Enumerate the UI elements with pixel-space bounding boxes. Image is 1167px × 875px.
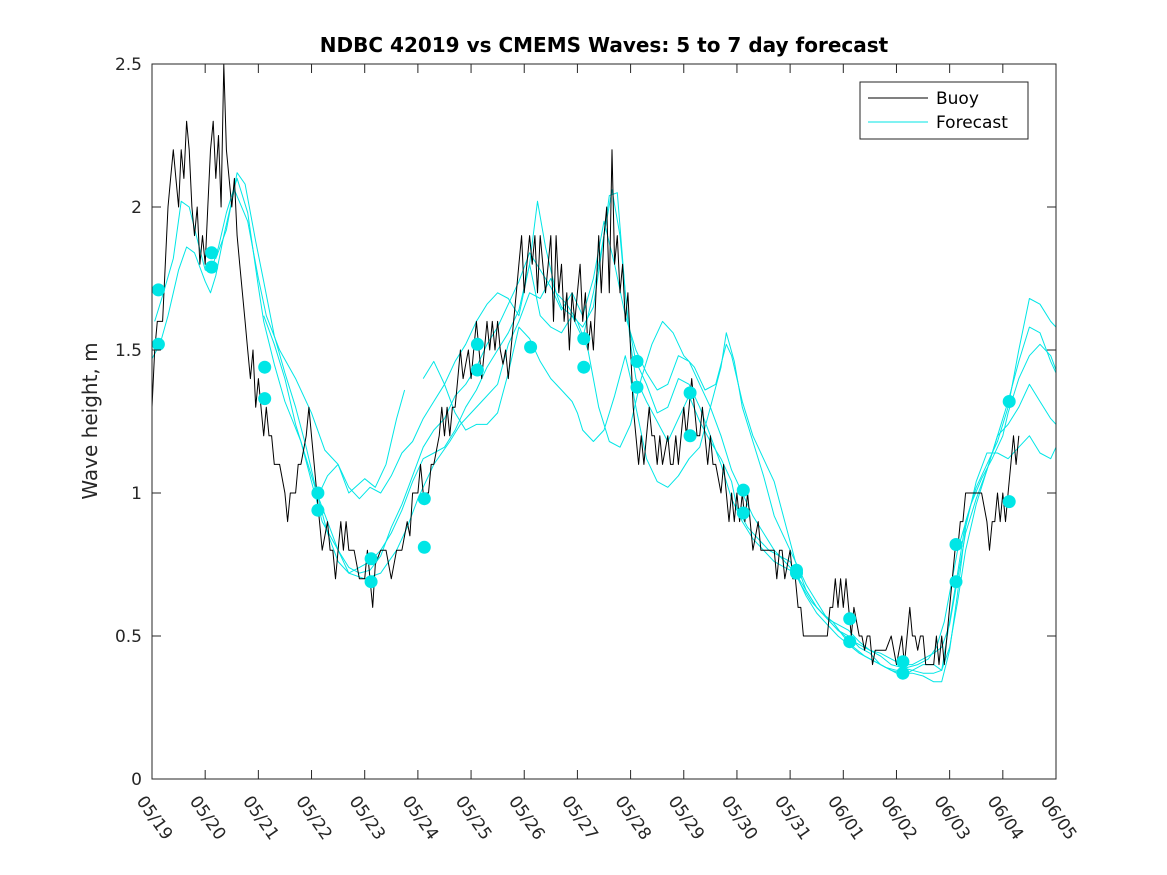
forecast-marker bbox=[364, 575, 378, 589]
forecast-marker bbox=[683, 386, 697, 400]
forecast-marker bbox=[577, 360, 591, 374]
forecast-marker bbox=[205, 246, 219, 260]
forecast-marker bbox=[896, 666, 910, 680]
forecast-marker bbox=[577, 332, 591, 346]
axes-layer bbox=[151, 63, 1057, 780]
marker-layer bbox=[151, 246, 1016, 680]
y-tick-label: 2.5 bbox=[115, 55, 142, 75]
forecast-marker bbox=[364, 552, 378, 566]
forecast-marker bbox=[1002, 395, 1016, 408]
forecast-marker bbox=[949, 575, 963, 589]
axes-box bbox=[151, 63, 1057, 780]
legend-label-buoy: Buoy bbox=[936, 89, 979, 109]
forecast-marker bbox=[311, 503, 325, 517]
forecast-marker bbox=[630, 380, 644, 394]
y-tick-label: 2 bbox=[131, 198, 142, 218]
forecast-marker bbox=[417, 492, 431, 506]
legend-label-forecast: Forecast bbox=[936, 113, 1008, 133]
buoy-series-line bbox=[152, 64, 1020, 666]
forecast-series-line bbox=[422, 326, 1056, 674]
series-layer bbox=[152, 64, 1056, 683]
forecast-marker bbox=[736, 506, 750, 520]
y-tick-label: 0 bbox=[131, 770, 142, 790]
chart-title: NDBC 42019 vs CMEMS Waves: 5 to 7 day fo… bbox=[320, 33, 889, 57]
forecast-marker bbox=[790, 566, 803, 580]
axes-background bbox=[152, 64, 1056, 779]
forecast-marker bbox=[417, 540, 431, 554]
forecast-marker bbox=[311, 486, 325, 500]
forecast-series-line bbox=[207, 172, 1056, 677]
forecast-marker bbox=[205, 260, 219, 274]
y-tick-label: 1.5 bbox=[115, 341, 142, 361]
forecast-marker bbox=[470, 337, 484, 351]
plot-area bbox=[152, 64, 1056, 779]
forecast-series-line bbox=[263, 220, 1056, 683]
forecast-marker bbox=[683, 429, 697, 443]
y-axis-label: Wave height, m bbox=[78, 342, 102, 499]
forecast-marker bbox=[151, 283, 165, 297]
forecast-marker bbox=[1002, 495, 1016, 509]
y-tick-label: 1 bbox=[131, 484, 142, 504]
legend: Buoy Forecast bbox=[859, 81, 1029, 140]
forecast-series-line bbox=[152, 189, 406, 494]
forecast-marker bbox=[470, 363, 484, 377]
forecast-marker bbox=[736, 483, 750, 497]
legend-box bbox=[859, 81, 1029, 140]
forecast-marker bbox=[258, 392, 272, 406]
forecast-marker bbox=[843, 612, 857, 626]
forecast-marker bbox=[843, 635, 857, 649]
forecast-marker bbox=[258, 360, 272, 374]
forecast-marker bbox=[151, 337, 165, 351]
forecast-marker bbox=[896, 655, 910, 669]
forecast-marker bbox=[630, 354, 644, 368]
y-tick-label: 0.5 bbox=[115, 627, 142, 647]
forecast-marker bbox=[949, 538, 963, 551]
forecast-marker bbox=[524, 340, 538, 354]
